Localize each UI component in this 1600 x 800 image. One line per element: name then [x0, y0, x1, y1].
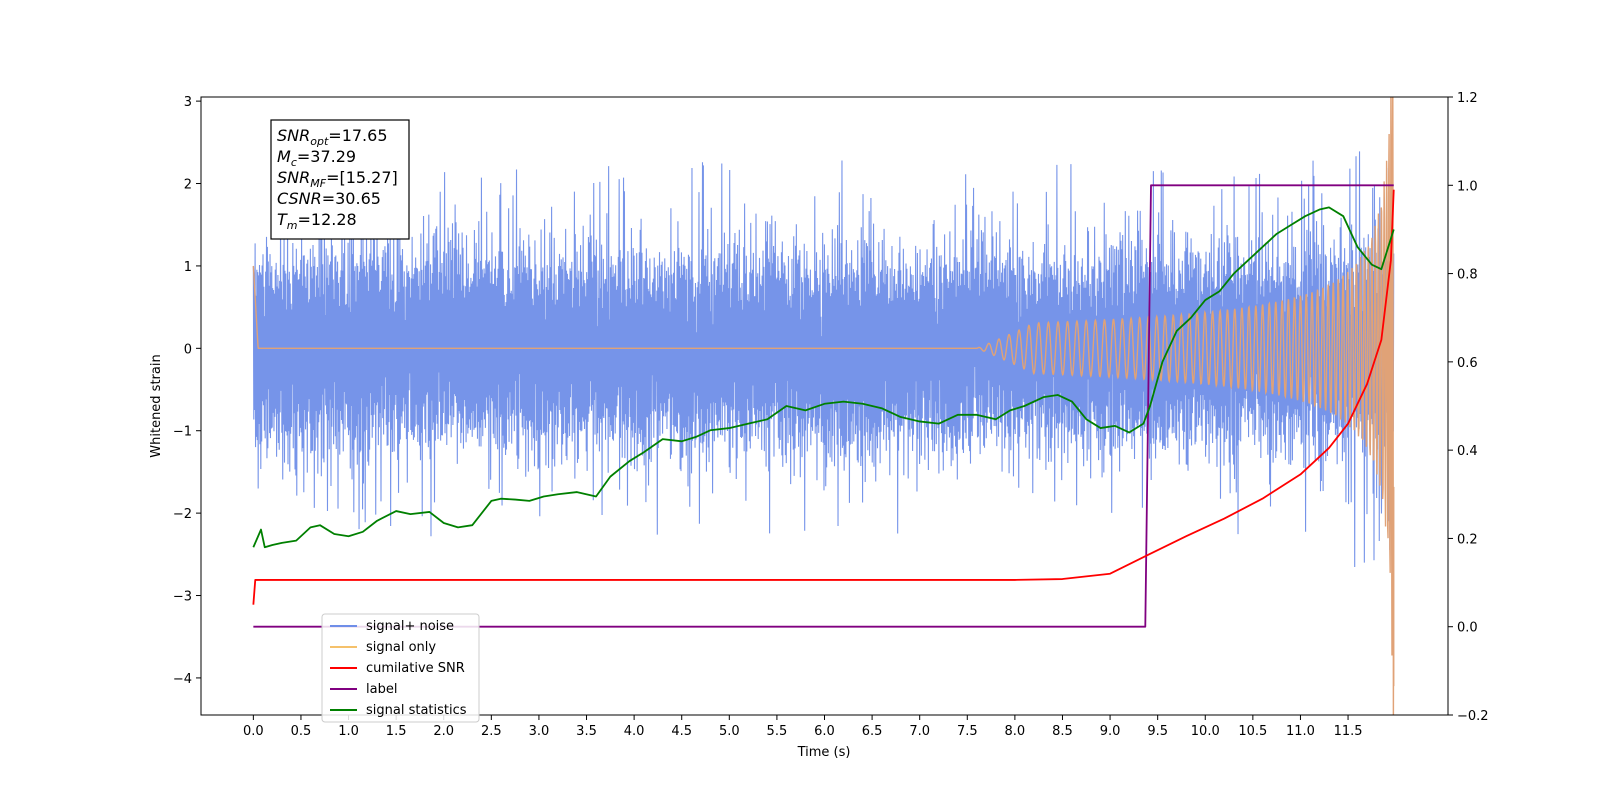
legend-label: signal+ noise	[366, 619, 454, 634]
x-tick-label: 6.0	[814, 724, 835, 739]
y-tick-label: 3	[184, 95, 192, 110]
y2-tick-label: 1.0	[1457, 179, 1478, 194]
signal-noise-line	[252, 151, 1395, 567]
x-tick-label: 2.5	[481, 724, 502, 739]
x-tick-label: 11.0	[1286, 724, 1315, 739]
x-tick-label: 5.0	[719, 724, 740, 739]
legend-label: label	[366, 682, 397, 697]
x-tick-label: 9.5	[1147, 724, 1168, 739]
x-tick-label: 4.5	[671, 724, 692, 739]
series-cumilative-snr	[252, 189, 1395, 605]
x-axis: 0.0 0.5 1.0 1.5 2.0 2.5 3.0 3.5 4.0 4.5 5.0 5.5 6.0 6…	[243, 715, 1363, 739]
series-label	[253, 184, 1394, 628]
x-tick-label: 1.0	[338, 724, 359, 739]
x-tick-label: 7.5	[957, 724, 978, 739]
signal-only-line	[252, 97, 1395, 715]
x-tick-label: 11.5	[1334, 724, 1363, 739]
right-axis-series	[252, 184, 1395, 628]
x-tick-label: 10.5	[1238, 724, 1267, 739]
legend: signal+ noise signal only cumilative SNR la…	[321, 613, 480, 723]
y-tick-label: −4	[173, 672, 192, 687]
y2-tick-label: −0.2	[1457, 709, 1489, 724]
annotation-box: SNRopt=17.65Mc=37.29SNRMF=[15.27]CSNR=30…	[270, 119, 410, 240]
legend-label: signal only	[366, 640, 436, 655]
legend-label: cumilative SNR	[366, 661, 465, 676]
y-axis-right: 1.2 1.0 0.8 0.6 0.4 0.2 0.0 −0.2	[1448, 91, 1489, 724]
x-tick-label: 5.5	[767, 724, 788, 739]
y-tick-label: −3	[173, 590, 192, 605]
x-tick-label: 9.0	[1100, 724, 1121, 739]
legend-frame	[321, 613, 480, 723]
y2-tick-label: 1.2	[1457, 91, 1478, 106]
y2-tick-label: 0.8	[1457, 268, 1478, 283]
y2-tick-label: 0.0	[1457, 621, 1478, 636]
series-signal-noise	[252, 151, 1395, 567]
x-tick-label: 0.5	[291, 724, 312, 739]
x-tick-label: 1.5	[386, 724, 407, 739]
x-tick-label: 0.0	[243, 724, 264, 739]
x-tick-label: 10.0	[1191, 724, 1220, 739]
annotation-line: Mc=37.29	[277, 147, 356, 169]
x-tick-label: 7.0	[909, 724, 930, 739]
y-tick-label: −2	[173, 507, 192, 522]
legend-label: signal statistics	[366, 703, 467, 718]
annotation-line: CSNR=30.65	[277, 189, 381, 208]
y2-tick-label: 0.2	[1457, 532, 1478, 547]
y2-tick-label: 0.4	[1457, 444, 1478, 459]
series-signal-only	[252, 97, 1395, 715]
x-tick-label: 2.0	[433, 724, 454, 739]
y-tick-label: −1	[173, 425, 192, 440]
annotation-line: Tm=12.28	[277, 210, 357, 232]
annotation-frame	[270, 119, 410, 240]
x-axis-title: Time (s)	[797, 745, 851, 760]
x-tick-label: 3.5	[576, 724, 597, 739]
x-tick-label: 4.0	[624, 724, 645, 739]
y-tick-label: 2	[184, 178, 192, 193]
annotation-line: SNRMF=[15.27]	[277, 168, 398, 190]
y-tick-label: 1	[184, 260, 192, 275]
annotation-line: SNRopt=17.65	[277, 126, 388, 148]
y-axis-left: 3 2 1 0 −1 −2 −3 −4	[173, 95, 201, 687]
y2-tick-label: 0.6	[1457, 356, 1478, 371]
x-tick-label: 6.5	[862, 724, 883, 739]
y-axis-title: Whitened strain	[149, 354, 164, 457]
x-tick-label: 8.0	[1005, 724, 1026, 739]
series-signal-statistics	[252, 206, 1395, 549]
y-tick-label: 0	[184, 342, 192, 357]
x-tick-label: 3.0	[529, 724, 550, 739]
x-tick-label: 8.5	[1052, 724, 1073, 739]
